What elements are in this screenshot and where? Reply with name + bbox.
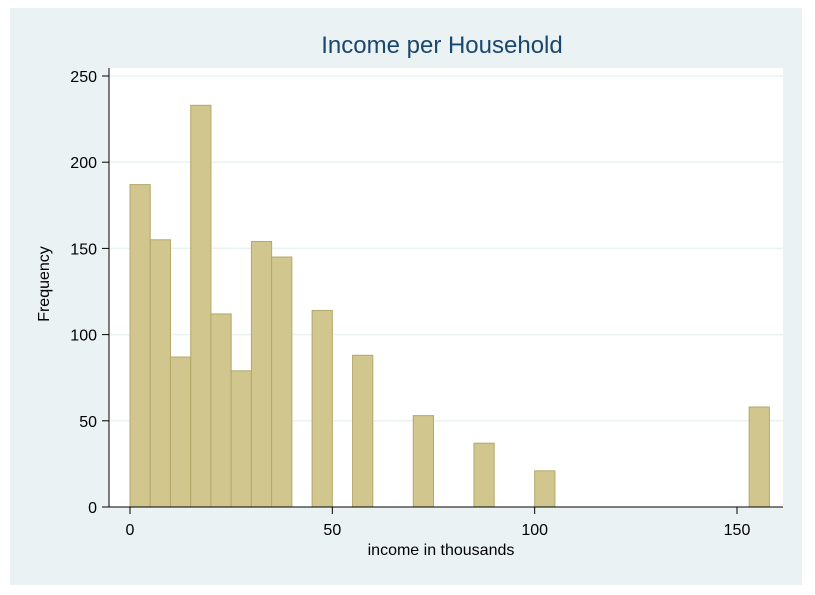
y-tick-label-100: 100 <box>70 328 97 345</box>
histogram-bar-0 <box>129 184 151 508</box>
y-tick-label-0: 0 <box>88 500 97 517</box>
histogram-bar-13 <box>748 406 770 508</box>
histogram-bar-6 <box>250 241 273 508</box>
histogram-bar-4 <box>210 313 232 508</box>
histogram-bar-2 <box>169 356 192 508</box>
y-axis-title: Frequency <box>36 246 53 322</box>
histogram-bar-3 <box>190 104 212 508</box>
chart-frame: 0 50 100 150 200 250 0 50 100 150 Income per Hou… <box>10 8 802 585</box>
histogram-bar-11 <box>473 442 495 508</box>
histogram-bar-10 <box>412 415 434 508</box>
y-tick-label-150: 150 <box>70 241 97 258</box>
histogram-bar-12 <box>534 470 556 508</box>
y-tick-label-250: 250 <box>70 69 97 86</box>
x-tick-label-50: 50 <box>323 522 341 539</box>
x-tick-label-0: 0 <box>126 522 135 539</box>
y-tick-label-200: 200 <box>70 155 97 172</box>
x-tick-label-150: 150 <box>724 522 751 539</box>
x-tick-label-100: 100 <box>521 522 548 539</box>
histogram-chart: 0 50 100 150 200 250 0 50 100 150 Income per Hou… <box>36 32 783 559</box>
histogram-bar-1 <box>149 239 171 508</box>
axes <box>108 68 783 508</box>
y-tick-label-50: 50 <box>79 414 97 431</box>
chart-title: Income per Household <box>321 32 562 59</box>
histogram-bar-9 <box>352 354 374 508</box>
histogram-bar-5 <box>230 370 252 508</box>
x-ticks: 0 50 100 150 <box>126 507 751 539</box>
histogram-bar-8 <box>311 309 333 508</box>
y-ticks: 0 50 100 150 200 250 <box>70 69 109 517</box>
histogram-bar-7 <box>271 256 293 508</box>
x-axis-title: income in thousands <box>368 542 515 559</box>
